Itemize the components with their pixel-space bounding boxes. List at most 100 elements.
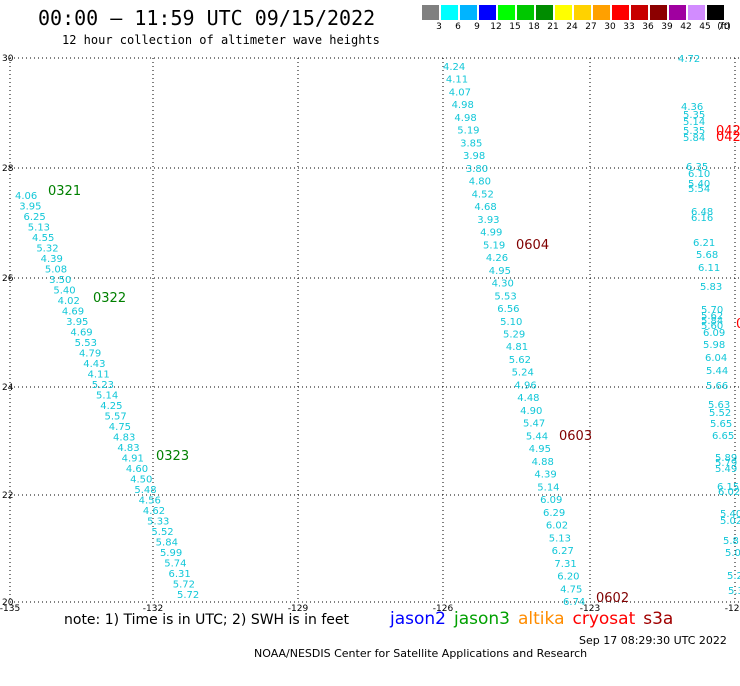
wave-height-value: 5.68: [696, 250, 718, 261]
legend-swatch: [479, 5, 496, 20]
wave-height-value: 5.44: [526, 431, 548, 442]
wave-height-value: 6.56: [497, 304, 519, 315]
wave-height-value: 5.63: [708, 400, 730, 411]
wave-height-value: 5.72: [177, 590, 199, 601]
pass-label: 042: [716, 130, 740, 145]
lon-tick-label: -123: [580, 604, 600, 614]
wave-height-value: 5.14: [683, 117, 705, 128]
wave-height-value: 4.06: [15, 191, 37, 202]
lon-tick-label: -124: [725, 604, 740, 614]
wave-height-value: 4.96: [514, 380, 536, 391]
wave-height-value: 3.98: [463, 151, 485, 162]
legend-swatch: [517, 5, 534, 20]
wave-height-value: 4.81: [506, 342, 528, 353]
legend-swatch: [688, 5, 705, 20]
wave-height-value: 5.02: [720, 516, 740, 527]
wave-height-value: 6.74: [563, 597, 585, 608]
wave-height-value: 4.60: [126, 464, 148, 475]
wave-height-value: 4.72: [678, 54, 700, 65]
wave-height-value: 6.27: [552, 546, 574, 557]
legend-swatch: [593, 5, 610, 20]
wave-height-value: 4.88: [532, 457, 554, 468]
wave-height-value: 6.09: [540, 495, 562, 506]
legend-label: 18: [528, 22, 540, 32]
legend-label: 24: [566, 22, 578, 32]
wave-height-value: 5.40: [720, 509, 740, 520]
wave-height-value: 5.48: [134, 485, 156, 496]
pass-label: 0: [736, 317, 740, 332]
wave-height-value: 5.44: [706, 366, 728, 377]
pass-label: 0603: [559, 429, 592, 444]
wave-height-value: 4.26: [486, 253, 508, 264]
wave-height-value: 5.24: [512, 368, 534, 379]
pass-label: 0602: [596, 591, 629, 606]
wave-height-value: 7.31: [554, 559, 576, 570]
wave-height-value: 5.65: [710, 419, 732, 430]
wave-height-value: 6.02: [546, 521, 568, 532]
legend-label: 36: [642, 22, 654, 32]
wave-height-value: 5.53: [494, 291, 516, 302]
legend-swatch: [555, 5, 572, 20]
wave-height-value: 4.91: [122, 454, 144, 465]
wave-height-value: 4.83: [117, 443, 139, 454]
wave-height-value: 5.14: [537, 482, 559, 493]
legend-swatch: [422, 5, 439, 20]
lat-tick-label: 26: [2, 274, 14, 284]
legend-swatch: [536, 5, 553, 20]
wave-height-value: 4.30: [492, 279, 514, 290]
wave-height-value: 4.24: [443, 62, 465, 73]
wave-height-value: 5.60: [701, 321, 723, 332]
page-subtitle: 12 hour collection of altimeter wave hei…: [62, 33, 380, 47]
wave-height-value: 6.09: [703, 328, 725, 339]
wave-height-value: 5.66: [706, 381, 728, 392]
wave-height-value: 6.65: [712, 431, 734, 442]
legend-swatch: [707, 5, 724, 20]
wave-height-value: 5.47: [523, 419, 545, 430]
wave-height-value: 6.10: [688, 169, 710, 180]
wave-height-value: 4.75: [109, 422, 131, 433]
wave-height-value: 4.52: [472, 189, 494, 200]
altimeter-map-page: 00:00 — 11:59 UTC 09/15/2022 12 hour col…: [0, 5, 740, 660]
credit-text: NOAA/NESDIS Center for Satellite Applica…: [254, 647, 588, 660]
wave-height-value: 6.15: [717, 482, 739, 493]
lat-tick-label: 24: [2, 383, 14, 393]
wave-height-value: 5.99: [160, 548, 182, 559]
wave-height-value: 4.36: [681, 102, 703, 113]
wave-height-value: 5.0: [725, 548, 740, 559]
legend-label: 70: [718, 22, 730, 32]
wave-height-value: 5.79: [715, 458, 737, 469]
wave-height-value: 4.62: [143, 506, 165, 517]
wave-height-value: 4.02: [58, 296, 80, 307]
wave-height-value: 3.95: [66, 317, 88, 328]
wave-height-value: 6.31: [168, 569, 190, 580]
footer-note: note: 1) Time is in UTC; 2) SWH is in fe…: [64, 612, 350, 628]
wave-height-value: 5.62: [509, 355, 531, 366]
legend-unit: (ft): [717, 22, 731, 32]
wave-height-value: 4.39: [534, 470, 556, 481]
wave-height-value: 5.33: [147, 517, 169, 528]
legend-swatch: [631, 5, 648, 20]
satellite-altika: altika: [518, 609, 565, 629]
wave-height-value: 5.70: [701, 305, 723, 316]
wave-height-value: 5.89: [715, 453, 737, 464]
legend-label: 6: [455, 22, 461, 32]
wave-height-value: 5.62: [701, 311, 723, 322]
pass-label: 0322: [93, 291, 126, 306]
legend-swatch: [441, 5, 458, 20]
wave-height-value: 6.48: [691, 207, 713, 218]
wave-height-value: 5.19: [483, 240, 505, 251]
satellite-s3a: s3a: [643, 609, 674, 629]
lon-tick-label: -126: [433, 604, 454, 614]
legend-label: 21: [547, 22, 559, 32]
legend-label: 12: [490, 22, 502, 32]
wave-height-value: 4.75: [560, 584, 582, 595]
legend-swatch: [498, 5, 515, 20]
wave-height-value: 5.8: [723, 536, 739, 547]
legend-swatch: [669, 5, 686, 20]
satellite-cryosat: cryosat: [572, 609, 636, 629]
wave-height-map: -135 -132 -129 -126 -123 -124 30 28 26 24 22 20 4.06…: [0, 54, 740, 614]
satellite-jason3: jason3: [454, 609, 510, 629]
wave-height-value: 5.52: [709, 408, 731, 419]
lon-tick-label: -135: [0, 604, 20, 614]
wave-height-value: 5.2: [727, 571, 740, 582]
